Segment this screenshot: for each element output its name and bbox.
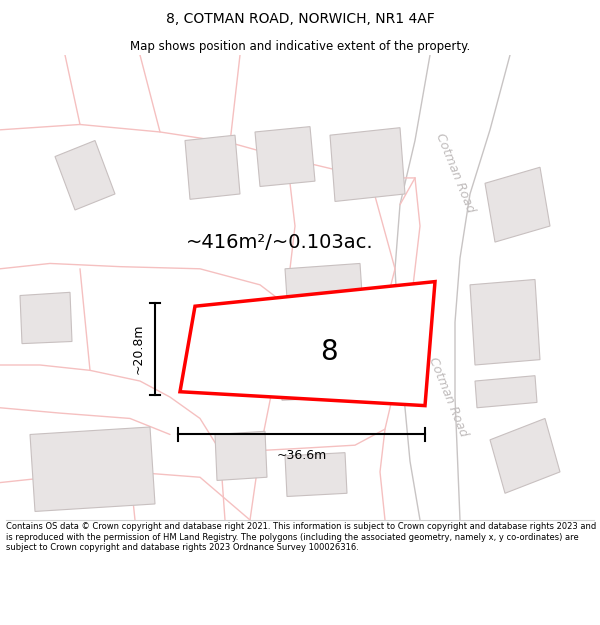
Polygon shape [490, 419, 560, 493]
Text: 8: 8 [320, 338, 338, 366]
Polygon shape [30, 427, 155, 511]
Polygon shape [185, 135, 240, 199]
Polygon shape [330, 127, 405, 201]
Text: Cotman Road: Cotman Road [433, 131, 477, 214]
Text: ~416m²/~0.103ac.: ~416m²/~0.103ac. [186, 232, 374, 252]
Polygon shape [485, 168, 550, 242]
Polygon shape [475, 376, 537, 408]
Text: 8, COTMAN ROAD, NORWICH, NR1 4AF: 8, COTMAN ROAD, NORWICH, NR1 4AF [166, 12, 434, 26]
Text: ~36.6m: ~36.6m [277, 449, 326, 462]
Text: Map shows position and indicative extent of the property.: Map shows position and indicative extent… [130, 39, 470, 52]
Polygon shape [285, 452, 347, 496]
Polygon shape [180, 282, 435, 406]
Polygon shape [215, 431, 267, 481]
Polygon shape [55, 141, 115, 210]
Text: Contains OS data © Crown copyright and database right 2021. This information is : Contains OS data © Crown copyright and d… [6, 522, 596, 552]
Polygon shape [280, 362, 347, 400]
Text: ~20.8m: ~20.8m [132, 324, 145, 374]
Polygon shape [20, 292, 72, 344]
Polygon shape [285, 264, 365, 344]
Polygon shape [255, 127, 315, 186]
Polygon shape [470, 279, 540, 365]
Text: Cotman Road: Cotman Road [426, 356, 470, 439]
